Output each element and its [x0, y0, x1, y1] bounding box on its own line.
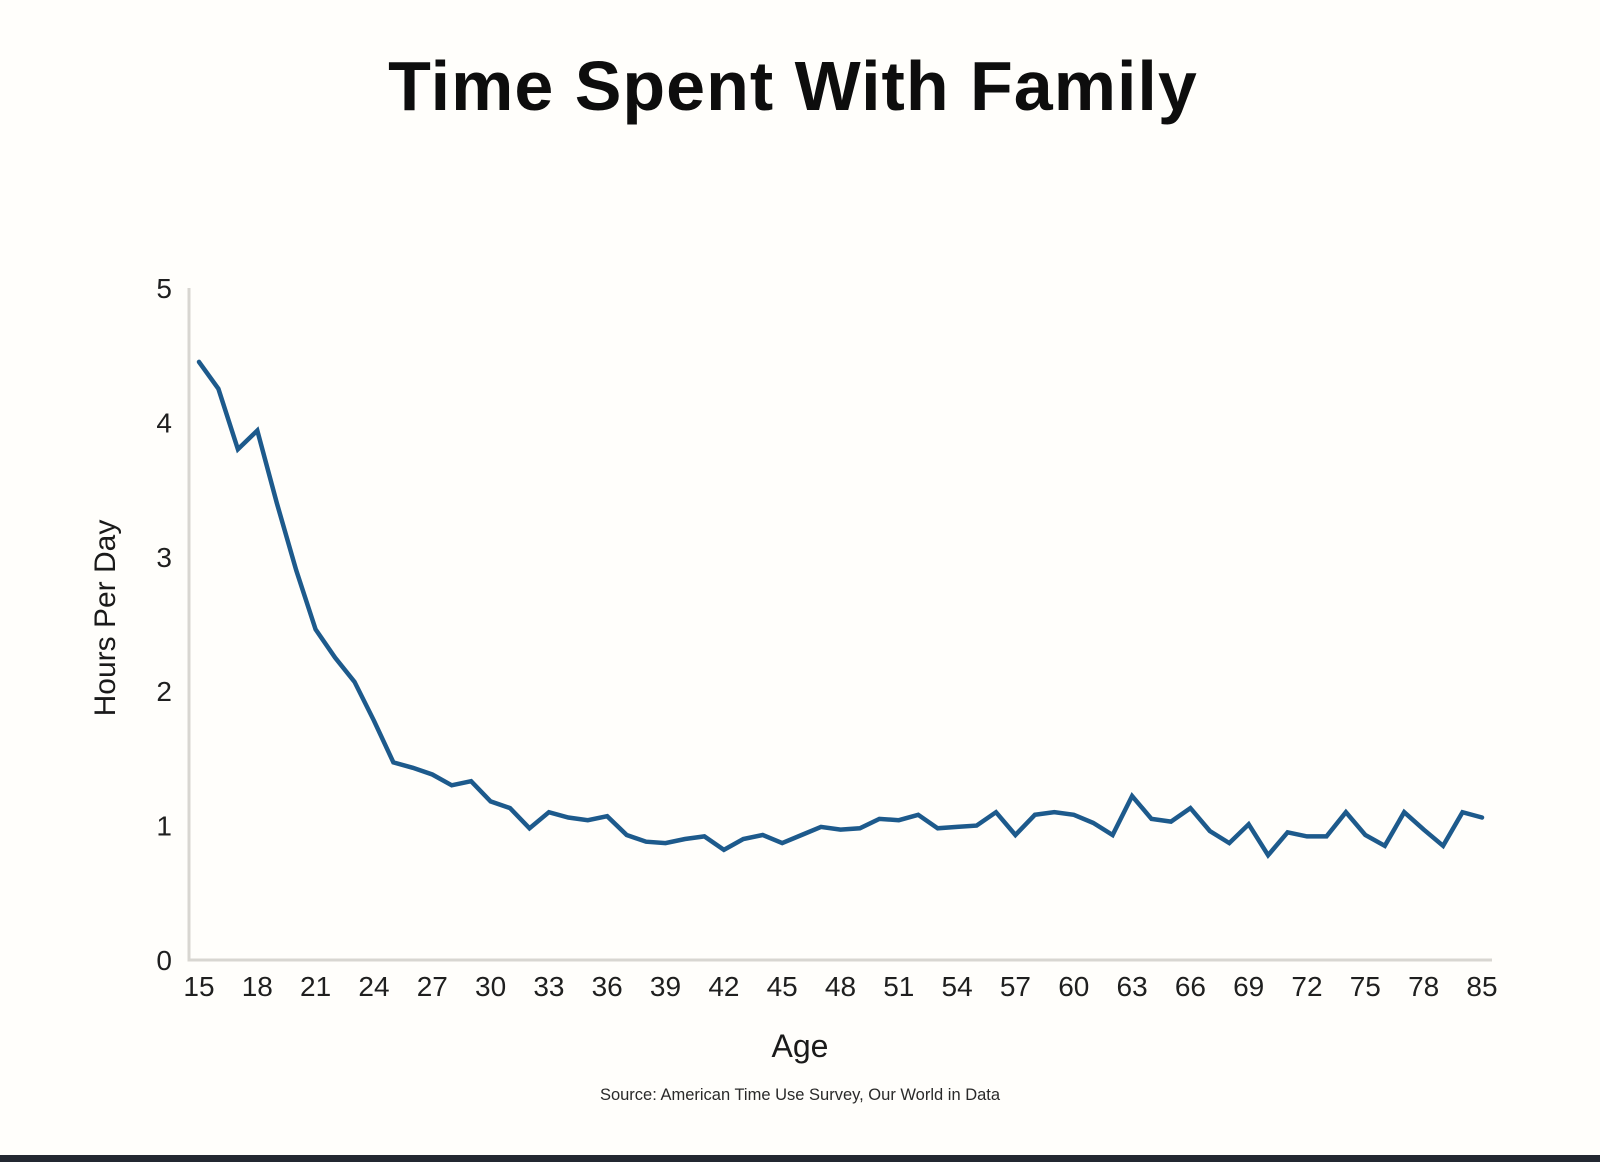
x-tick-label: 69 [1233, 971, 1264, 1002]
x-tick-label: 33 [533, 971, 564, 1002]
x-tick-label: 78 [1408, 971, 1439, 1002]
x-tick-label: 51 [883, 971, 914, 1002]
x-tick-label: 36 [592, 971, 623, 1002]
y-tick-label: 5 [156, 273, 172, 304]
window-bottom-edge [0, 1155, 1600, 1162]
y-tick-label: 0 [156, 945, 172, 976]
x-tick-label: 39 [650, 971, 681, 1002]
data-line [196, 359, 1485, 859]
chart-title: Time Spent With Family [388, 47, 1198, 125]
x-tick-label: 15 [183, 971, 214, 1002]
y-tick-label: 2 [156, 676, 172, 707]
axis-lines [187, 288, 1492, 962]
x-tick-label: 72 [1291, 971, 1322, 1002]
source-note: Source: American Time Use Survey, Our Wo… [599, 1086, 1001, 1104]
y-tick-label: 4 [156, 407, 172, 438]
x-tick-label: 42 [708, 971, 739, 1002]
x-tick-label: 21 [300, 971, 331, 1002]
x-tick-label: 18 [242, 971, 273, 1002]
x-tick-label: 48 [825, 971, 856, 1002]
x-tick-label: 57 [1000, 971, 1031, 1002]
x-axis-title: Age [771, 1028, 829, 1064]
x-tick-label: 24 [358, 971, 389, 1002]
x-tick-label: 63 [1117, 971, 1148, 1002]
x-tick-label: 30 [475, 971, 506, 1002]
y-tick-label: 3 [156, 542, 172, 573]
x-tick-label: 66 [1175, 971, 1206, 1002]
y-tick-label: 1 [156, 811, 172, 842]
x-tick-label: 60 [1058, 971, 1089, 1002]
x-tick-label: 45 [767, 971, 798, 1002]
x-tick-label: 54 [942, 971, 973, 1002]
x-tick-label: 85 [1466, 971, 1497, 1002]
x-tick-label: 27 [417, 971, 448, 1002]
x-tick-label: 75 [1350, 971, 1381, 1002]
